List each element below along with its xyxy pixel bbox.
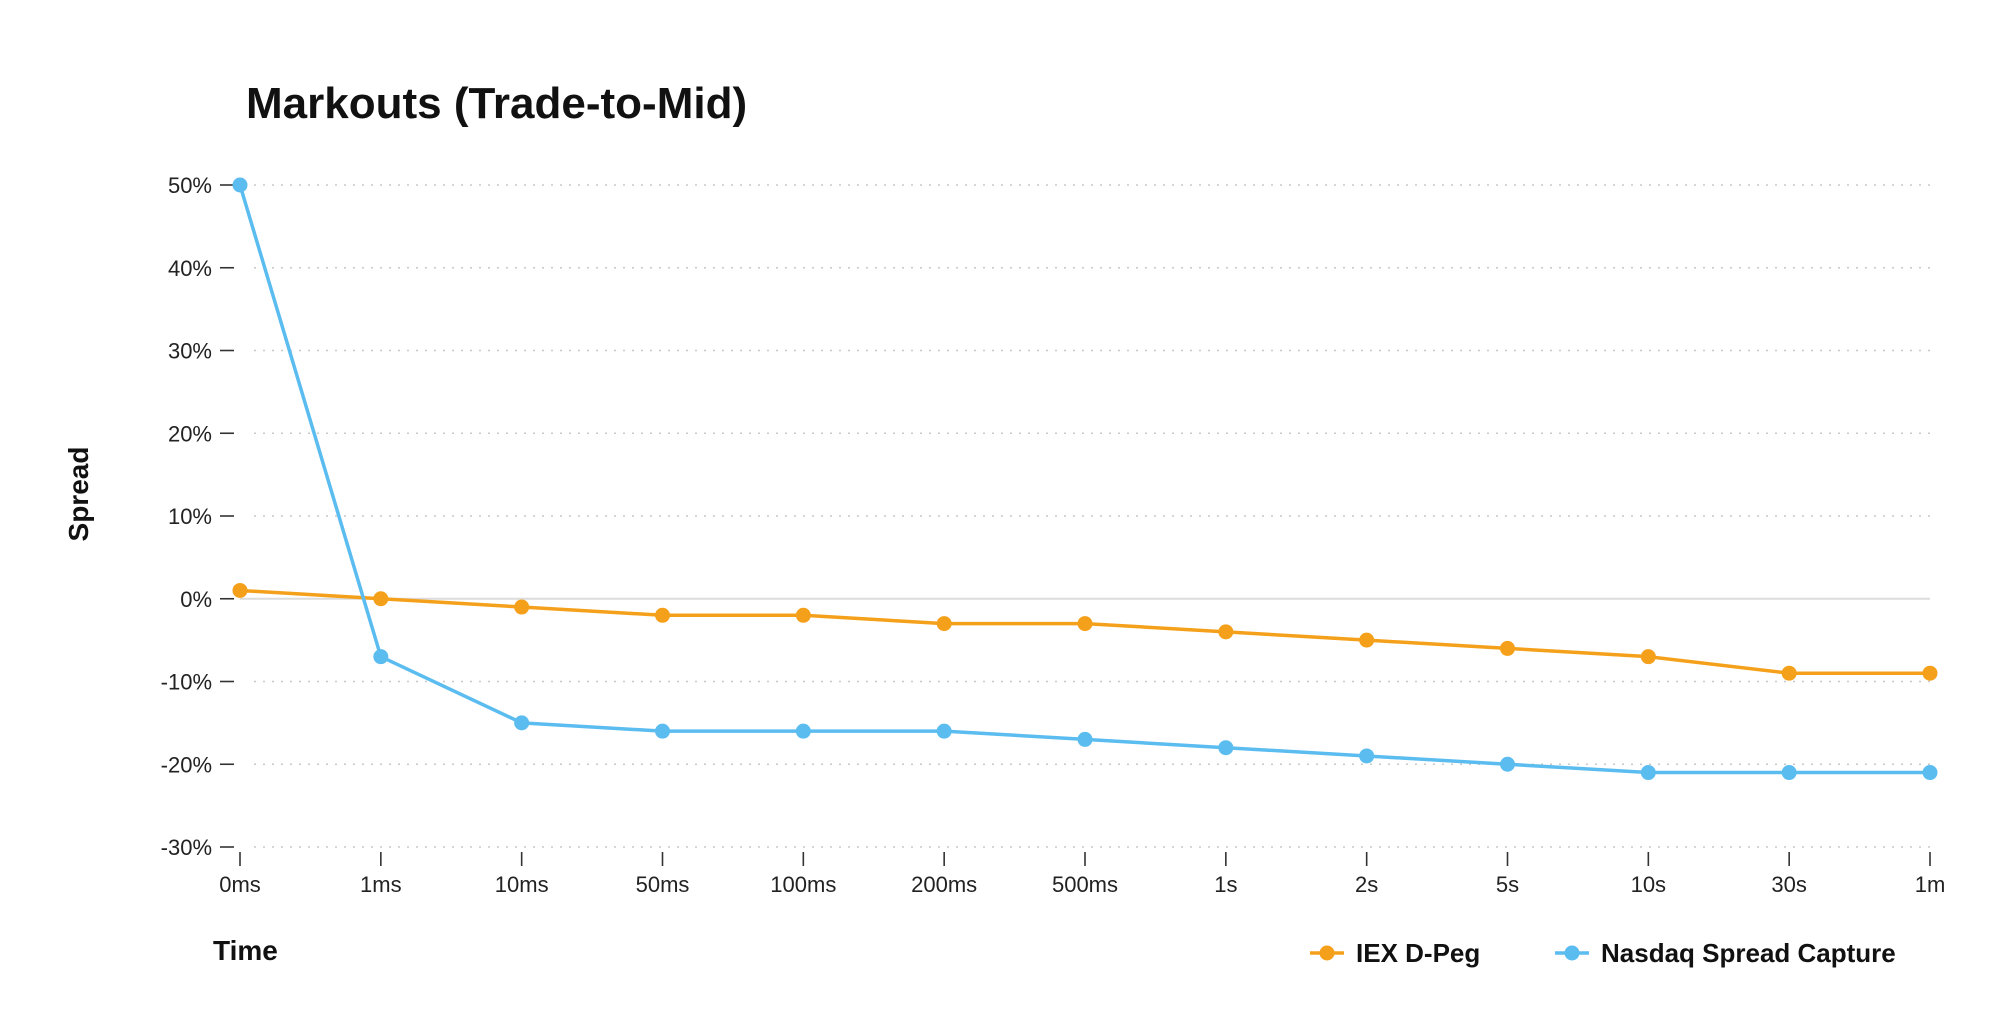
data-point — [1640, 649, 1656, 665]
legend-item: Nasdaq Spread Capture — [1555, 938, 1896, 968]
legend-label: IEX D-Peg — [1356, 938, 1480, 968]
y-tick-label: 30% — [168, 339, 212, 364]
x-tick-label: 1ms — [360, 872, 402, 897]
legend-item: IEX D-Peg — [1310, 938, 1480, 968]
data-point — [514, 715, 530, 731]
data-point — [514, 599, 530, 615]
x-tick-label: 1m — [1915, 872, 1946, 897]
data-point — [1922, 765, 1938, 781]
series-nasdaq-spread-capture — [232, 177, 1938, 781]
data-point — [936, 616, 952, 632]
data-point — [1077, 616, 1093, 632]
data-point — [1500, 756, 1515, 772]
data-point — [655, 607, 670, 623]
y-tick-label: -30% — [161, 835, 212, 860]
x-tick-label: 100ms — [770, 872, 836, 897]
data-point — [1922, 665, 1938, 681]
x-tick-label: 2s — [1355, 872, 1378, 897]
legend-label: Nasdaq Spread Capture — [1601, 938, 1896, 968]
series-lines — [232, 177, 1938, 781]
x-tick-label: 200ms — [911, 872, 977, 897]
series-line — [238, 184, 1930, 775]
data-point — [232, 177, 248, 193]
y-tick-label: -10% — [161, 670, 212, 695]
y-axis-title: Spread — [63, 447, 94, 542]
x-axis-ticks: 0ms 1ms 10ms 50ms 100ms 200ms 500ms 1s 2s 5s 10s 30… — [219, 852, 1945, 897]
data-point — [795, 723, 811, 739]
y-tick-label: -20% — [161, 752, 212, 777]
data-point — [1781, 665, 1797, 681]
x-tick-label: 10ms — [495, 872, 549, 897]
x-tick-label: 0ms — [219, 872, 261, 897]
y-tick-label: 50% — [168, 173, 212, 198]
y-tick-label: 40% — [168, 256, 212, 281]
legend: IEX D-Peg Nasdaq Spread Capture — [1310, 938, 1896, 968]
legend-swatch-marker — [1319, 945, 1335, 961]
data-point — [373, 649, 389, 665]
data-point — [1640, 765, 1656, 781]
data-point — [936, 723, 952, 739]
y-tick-label: 10% — [168, 504, 212, 529]
chart-title: Markouts (Trade-to-Mid) — [246, 79, 747, 128]
y-tick-label: 20% — [168, 421, 212, 446]
gridlines — [240, 184, 1936, 848]
y-axis-ticks: 50% 40% 30% 20% 10% 0% -10% -20% -30% — [161, 173, 234, 860]
x-tick-label: 50ms — [636, 872, 690, 897]
data-point — [373, 591, 389, 607]
x-tick-label: 5s — [1496, 872, 1519, 897]
x-tick-label: 30s — [1771, 872, 1806, 897]
series-iex-d-peg — [232, 582, 1938, 681]
data-point — [1218, 624, 1234, 640]
data-point — [795, 607, 811, 623]
x-tick-label: 1s — [1214, 872, 1237, 897]
data-point — [1359, 632, 1375, 648]
data-point — [1781, 765, 1797, 781]
y-tick-label: 0% — [180, 587, 212, 612]
x-axis-title: Time — [213, 935, 278, 966]
x-tick-label: 500ms — [1052, 872, 1118, 897]
data-point — [1359, 748, 1375, 764]
x-tick-label: 10s — [1631, 872, 1666, 897]
series-line — [239, 588, 1930, 675]
data-point — [655, 723, 670, 739]
data-point — [1077, 731, 1093, 747]
data-point — [1500, 640, 1515, 656]
data-point — [1218, 740, 1234, 756]
data-point — [232, 582, 248, 598]
legend-swatch-marker — [1564, 945, 1580, 961]
